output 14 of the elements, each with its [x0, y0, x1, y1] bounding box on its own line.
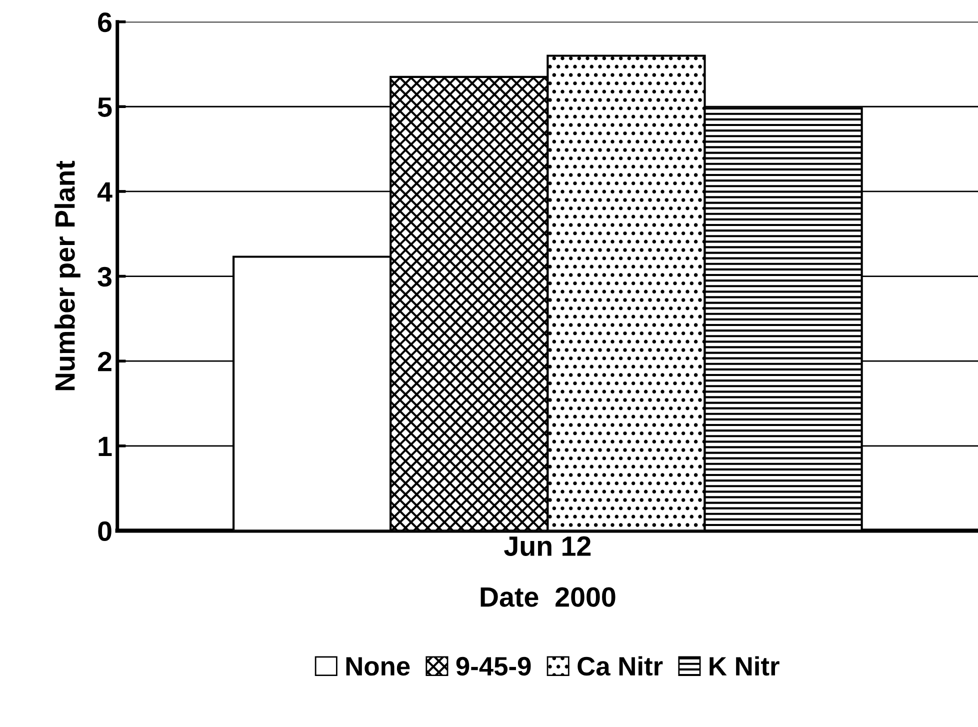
legend-label: None [346, 657, 410, 676]
y-tick-label: 4 [97, 182, 112, 202]
legend-label: 9-45-9 [456, 656, 531, 676]
legend-label: Ca Nitr [578, 656, 663, 676]
y-tick-label: 5 [98, 98, 112, 117]
x-axis-title: Date 2000 [480, 587, 616, 607]
x-tick-label: Jun 12 [504, 536, 591, 556]
y-tick-label: 0 [98, 521, 112, 542]
y-tick-label: 2 [98, 352, 112, 372]
y-axis-title: Number per Plant [54, 160, 80, 390]
y-tick-label: 3 [98, 266, 112, 287]
y-tick-label: 1 [98, 436, 112, 456]
y-tick-label: 6 [98, 12, 112, 32]
legend-label: K Nitr [710, 656, 780, 676]
